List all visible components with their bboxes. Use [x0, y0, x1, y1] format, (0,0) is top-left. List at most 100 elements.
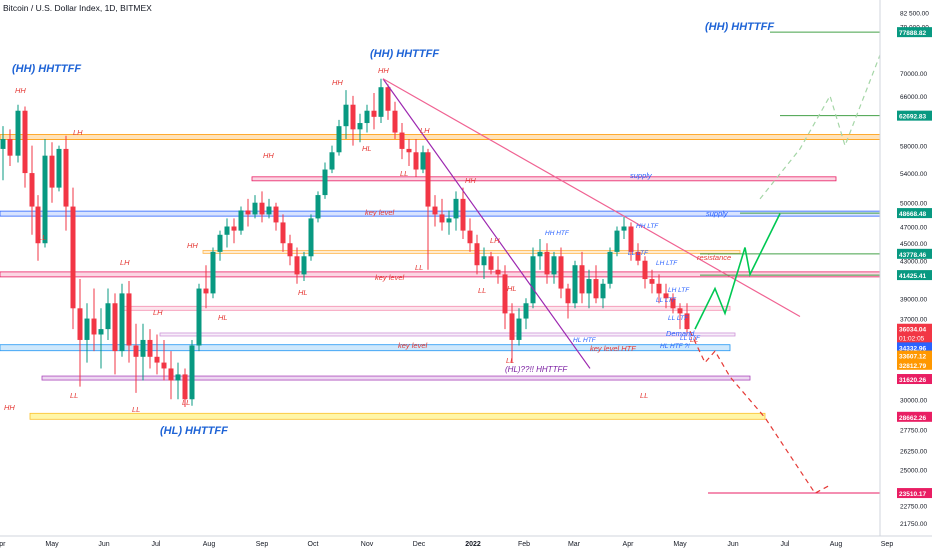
zone-label: resistance [697, 253, 731, 262]
price-tag-label: 34332.96 [899, 345, 926, 352]
time-tick-label: 2022 [465, 541, 481, 548]
candle-body [154, 356, 160, 363]
price-tag-label: 23510.17 [899, 491, 926, 498]
structure-label: HH [332, 78, 343, 87]
candle-body [189, 345, 195, 400]
time-axis[interactable]: Apr May Jun Jul Aug Sep Oct Nov Dec 2022 Feb Mar Apr… [0, 535, 932, 548]
candle-body [168, 368, 174, 381]
candle-body [140, 339, 146, 357]
price-tick-label: 50000.00 [900, 201, 927, 208]
candle-body [42, 155, 48, 244]
price-tag [897, 359, 932, 370]
time-tick-label: Jun [98, 541, 109, 548]
big-label: (HH) HHTTFF [370, 48, 439, 60]
candles-layer [0, 78, 690, 408]
candle-body [357, 123, 363, 130]
candle-body [70, 206, 76, 309]
candle-body [217, 234, 223, 252]
candle-body [628, 226, 634, 252]
structure-label: HL [362, 144, 372, 153]
candle-body [607, 251, 613, 284]
labels-layer: (HH) HHTTFF (HH) HHTTFF (HH) HHTTFF (HL) HH… [4, 21, 774, 437]
candle-body [392, 110, 398, 133]
time-tick-label: Aug [830, 541, 843, 548]
price-tag-label: 31620.26 [899, 377, 926, 384]
big-label: (HL) HHTTFF [160, 425, 228, 437]
candle-body [329, 152, 335, 170]
candle-body [551, 256, 557, 275]
candle-body [586, 279, 592, 294]
zone-label: key level [365, 208, 395, 217]
price-tag-label: 48668.48 [899, 211, 926, 218]
candle-body [649, 279, 655, 284]
candle-body [460, 198, 466, 231]
structure-label: LL [640, 391, 648, 400]
time-tick-label: Sep [256, 541, 269, 548]
candle-body [537, 251, 543, 257]
time-tick-label: Oct [308, 541, 319, 548]
candle-body [378, 87, 384, 117]
candle-body [22, 110, 28, 174]
price-tick-label: 58000.00 [900, 144, 927, 151]
structure-label: HL [298, 288, 308, 297]
big-label: (HH) HHTTFF [705, 21, 774, 33]
candle-body [432, 206, 438, 215]
candle-body [413, 152, 419, 170]
candle-body [656, 283, 662, 294]
price-tag [897, 248, 932, 259]
candle-body [84, 318, 90, 340]
zone-label: Demand [666, 329, 695, 338]
candle-body [446, 218, 452, 223]
price-tick-label: 22750.00 [900, 504, 927, 511]
zone-3 [202, 249, 741, 254]
structure-label: LL [400, 169, 408, 178]
time-tick-label: May [45, 541, 59, 548]
time-tick-label: May [673, 541, 687, 548]
price-tag [897, 342, 932, 353]
structure-label: LH [420, 126, 430, 135]
price-tag-label: 77888.82 [899, 30, 926, 37]
price-tag [897, 110, 932, 121]
candle-body [474, 243, 480, 266]
candle-body [350, 104, 356, 130]
price-tick-label: 45000.00 [900, 241, 927, 248]
time-tick-label: Sep [881, 541, 894, 548]
candle-body [635, 251, 641, 261]
candle-body [266, 206, 272, 215]
candle-body [301, 256, 307, 275]
time-tick-label: Feb [518, 541, 530, 548]
candle-body [663, 293, 669, 299]
candle-body [259, 202, 265, 215]
structure-label: LL [506, 356, 514, 365]
candle-body [425, 152, 431, 207]
small-label: LL LTF [628, 250, 649, 257]
price-tag-countdown: 01:02:05 [899, 336, 925, 343]
candle-body [467, 230, 473, 244]
time-tick-label: Apr [623, 541, 635, 548]
candle-body [495, 269, 501, 275]
structure-label: HH [15, 86, 26, 95]
price-tag-label: 43778.46 [899, 252, 926, 259]
chart-title: Bitcoin / U.S. Dollar Index, 1D, BITMEX [3, 3, 152, 13]
structure-label: HH [378, 66, 389, 75]
price-axis[interactable]: 82 500.0079 000.0070000.0066000.0058000.… [879, 0, 932, 536]
small-label: LL LTF [668, 315, 689, 322]
candle-body [224, 226, 230, 235]
candle-body [315, 195, 321, 219]
zone-0 [0, 134, 881, 140]
candle-body [677, 308, 683, 314]
price-tick-label: 26250.00 [900, 449, 927, 456]
small-label: LL LTF [656, 297, 677, 304]
time-tick-label: Jul [152, 541, 161, 548]
candle-body [642, 260, 648, 280]
candle-body [453, 198, 459, 219]
zone-5 [121, 305, 731, 311]
structure-label: LL [70, 391, 78, 400]
bullish-extended-projection [759, 28, 891, 200]
zone-7 [0, 344, 731, 352]
time-tick-label: Nov [361, 541, 374, 548]
price-tag [897, 323, 932, 343]
drawings-layer[interactable] [382, 28, 891, 495]
price-tag [897, 411, 932, 422]
